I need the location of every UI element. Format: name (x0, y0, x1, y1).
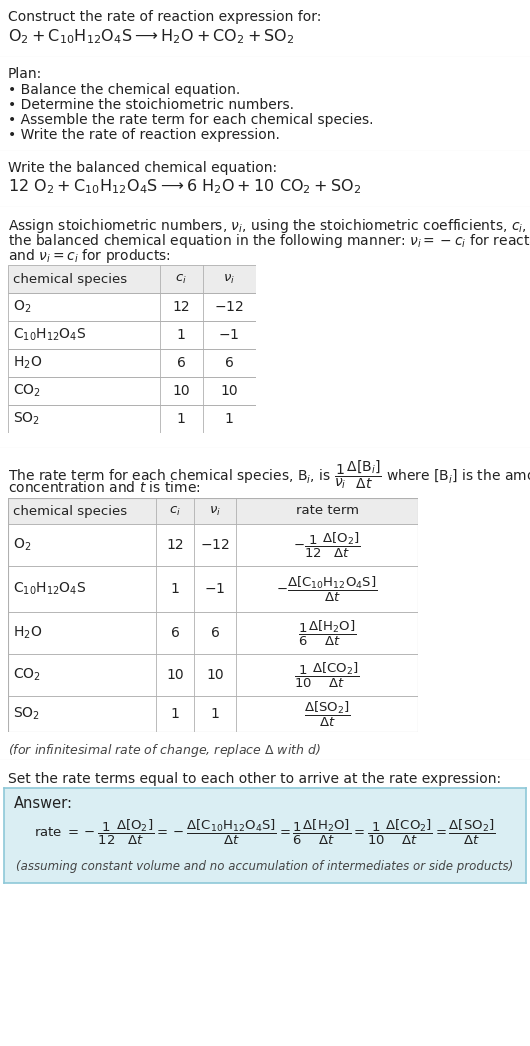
Bar (8, 566, 418, 612)
Text: 12: 12 (166, 538, 184, 552)
Text: $\mathrm{CO_2}$: $\mathrm{CO_2}$ (13, 666, 41, 683)
Bar (8, 498, 418, 524)
Text: $\mathrm{C_{10}H_{12}O_4S}$: $\mathrm{C_{10}H_{12}O_4S}$ (13, 581, 86, 597)
Text: chemical species: chemical species (13, 504, 127, 518)
Text: $\mathrm{SO_2}$: $\mathrm{SO_2}$ (13, 706, 40, 722)
Text: $-\dfrac{\Delta[\mathrm{C_{10}H_{12}O_4S}]}{\Delta t}$: $-\dfrac{\Delta[\mathrm{C_{10}H_{12}O_4S… (276, 574, 378, 604)
Bar (8, 293, 256, 321)
Text: $\mathrm{O_2 + C_{10}H_{12}O_4S \longrightarrow H_2O + CO_2 + SO_2}$: $\mathrm{O_2 + C_{10}H_{12}O_4S \longrig… (8, 27, 295, 46)
Text: 10: 10 (172, 384, 190, 397)
Bar (8, 612, 418, 654)
Text: Construct the rate of reaction expression for:: Construct the rate of reaction expressio… (8, 10, 321, 24)
Bar (8, 696, 418, 732)
Text: Assign stoichiometric numbers, $\nu_i$, using the stoichiometric coefficients, $: Assign stoichiometric numbers, $\nu_i$, … (8, 217, 530, 235)
Text: and $\nu_i = c_i$ for products:: and $\nu_i = c_i$ for products: (8, 247, 171, 265)
Text: $-1$: $-1$ (205, 582, 226, 596)
Text: (assuming constant volume and no accumulation of intermediates or side products): (assuming constant volume and no accumul… (16, 860, 514, 873)
Text: $-12$: $-12$ (200, 538, 230, 552)
Bar (8, 349, 256, 377)
Text: $\dfrac{\Delta[\mathrm{SO_2}]}{\Delta t}$: $\dfrac{\Delta[\mathrm{SO_2}]}{\Delta t}… (304, 700, 350, 729)
Bar (8, 654, 418, 696)
Text: • Assemble the rate term for each chemical species.: • Assemble the rate term for each chemic… (8, 113, 374, 127)
Text: The rate term for each chemical species, B$_i$, is $\dfrac{1}{\nu_i}\dfrac{\Delt: The rate term for each chemical species,… (8, 458, 530, 491)
Text: $\mathrm{C_{10}H_{12}O_4S}$: $\mathrm{C_{10}H_{12}O_4S}$ (13, 326, 86, 343)
Text: 10: 10 (206, 668, 224, 682)
Text: $c_i$: $c_i$ (169, 504, 181, 518)
Text: 1: 1 (225, 412, 233, 426)
Text: 1: 1 (171, 582, 180, 596)
Text: (for infinitesimal rate of change, replace $\Delta$ with $d$): (for infinitesimal rate of change, repla… (8, 742, 321, 759)
Text: $-\dfrac{1}{12}\dfrac{\Delta[\mathrm{O_2}]}{\Delta t}$: $-\dfrac{1}{12}\dfrac{\Delta[\mathrm{O_2… (293, 530, 361, 560)
Text: 10: 10 (166, 668, 184, 682)
Text: $\mathrm{O_2}$: $\mathrm{O_2}$ (13, 299, 31, 315)
Text: $\mathrm{SO_2}$: $\mathrm{SO_2}$ (13, 411, 40, 427)
Text: 6: 6 (171, 626, 180, 640)
Text: $-1$: $-1$ (218, 328, 240, 342)
Text: rate $= -\dfrac{1}{12}\dfrac{\Delta[\mathrm{O_2}]}{\Delta t} = -\dfrac{\Delta[\m: rate $= -\dfrac{1}{12}\dfrac{\Delta[\mat… (34, 818, 496, 847)
Text: $\dfrac{1}{10}\dfrac{\Delta[\mathrm{CO_2}]}{\Delta t}$: $\dfrac{1}{10}\dfrac{\Delta[\mathrm{CO_2… (294, 660, 360, 689)
Text: 1: 1 (176, 328, 186, 342)
Text: $\dfrac{1}{6}\dfrac{\Delta[\mathrm{H_2O}]}{\Delta t}$: $\dfrac{1}{6}\dfrac{\Delta[\mathrm{H_2O}… (298, 618, 356, 647)
Text: the balanced chemical equation in the following manner: $\nu_i = -c_i$ for react: the balanced chemical equation in the fo… (8, 232, 530, 250)
Text: $\mathrm{CO_2}$: $\mathrm{CO_2}$ (13, 383, 41, 400)
Text: 6: 6 (176, 356, 186, 370)
Text: $\mathrm{12\ O_2 + C_{10}H_{12}O_4S \longrightarrow 6\ H_2O + 10\ CO_2 + SO_2}$: $\mathrm{12\ O_2 + C_{10}H_{12}O_4S \lon… (8, 177, 361, 196)
Text: Answer:: Answer: (14, 796, 73, 811)
Text: $\mathrm{H_2O}$: $\mathrm{H_2O}$ (13, 624, 42, 641)
Text: Write the balanced chemical equation:: Write the balanced chemical equation: (8, 161, 277, 175)
Bar (8, 321, 256, 349)
Text: concentration and $t$ is time:: concentration and $t$ is time: (8, 480, 201, 495)
Text: $c_i$: $c_i$ (175, 272, 187, 286)
Text: • Determine the stoichiometric numbers.: • Determine the stoichiometric numbers. (8, 98, 294, 112)
Bar (8, 265, 256, 293)
Text: 10: 10 (220, 384, 238, 397)
Text: $\nu_i$: $\nu_i$ (223, 272, 235, 286)
Text: 12: 12 (172, 300, 190, 314)
Text: chemical species: chemical species (13, 273, 127, 286)
Bar (8, 524, 418, 566)
Text: • Write the rate of reaction expression.: • Write the rate of reaction expression. (8, 128, 280, 142)
Text: $-12$: $-12$ (214, 300, 244, 314)
Text: Plan:: Plan: (8, 67, 42, 81)
Bar (8, 405, 256, 433)
Text: 1: 1 (171, 707, 180, 721)
Text: • Balance the chemical equation.: • Balance the chemical equation. (8, 83, 240, 97)
Text: 1: 1 (210, 707, 219, 721)
Text: rate term: rate term (296, 504, 358, 518)
Text: $\mathrm{H_2O}$: $\mathrm{H_2O}$ (13, 355, 42, 371)
Text: $\mathrm{O_2}$: $\mathrm{O_2}$ (13, 537, 31, 553)
Text: 6: 6 (225, 356, 233, 370)
Text: 6: 6 (210, 626, 219, 640)
Bar (8, 265, 256, 293)
Text: $\nu_i$: $\nu_i$ (209, 504, 221, 518)
Text: Set the rate terms equal to each other to arrive at the rate expression:: Set the rate terms equal to each other t… (8, 772, 501, 786)
Text: 1: 1 (176, 412, 186, 426)
Bar (8, 377, 256, 405)
